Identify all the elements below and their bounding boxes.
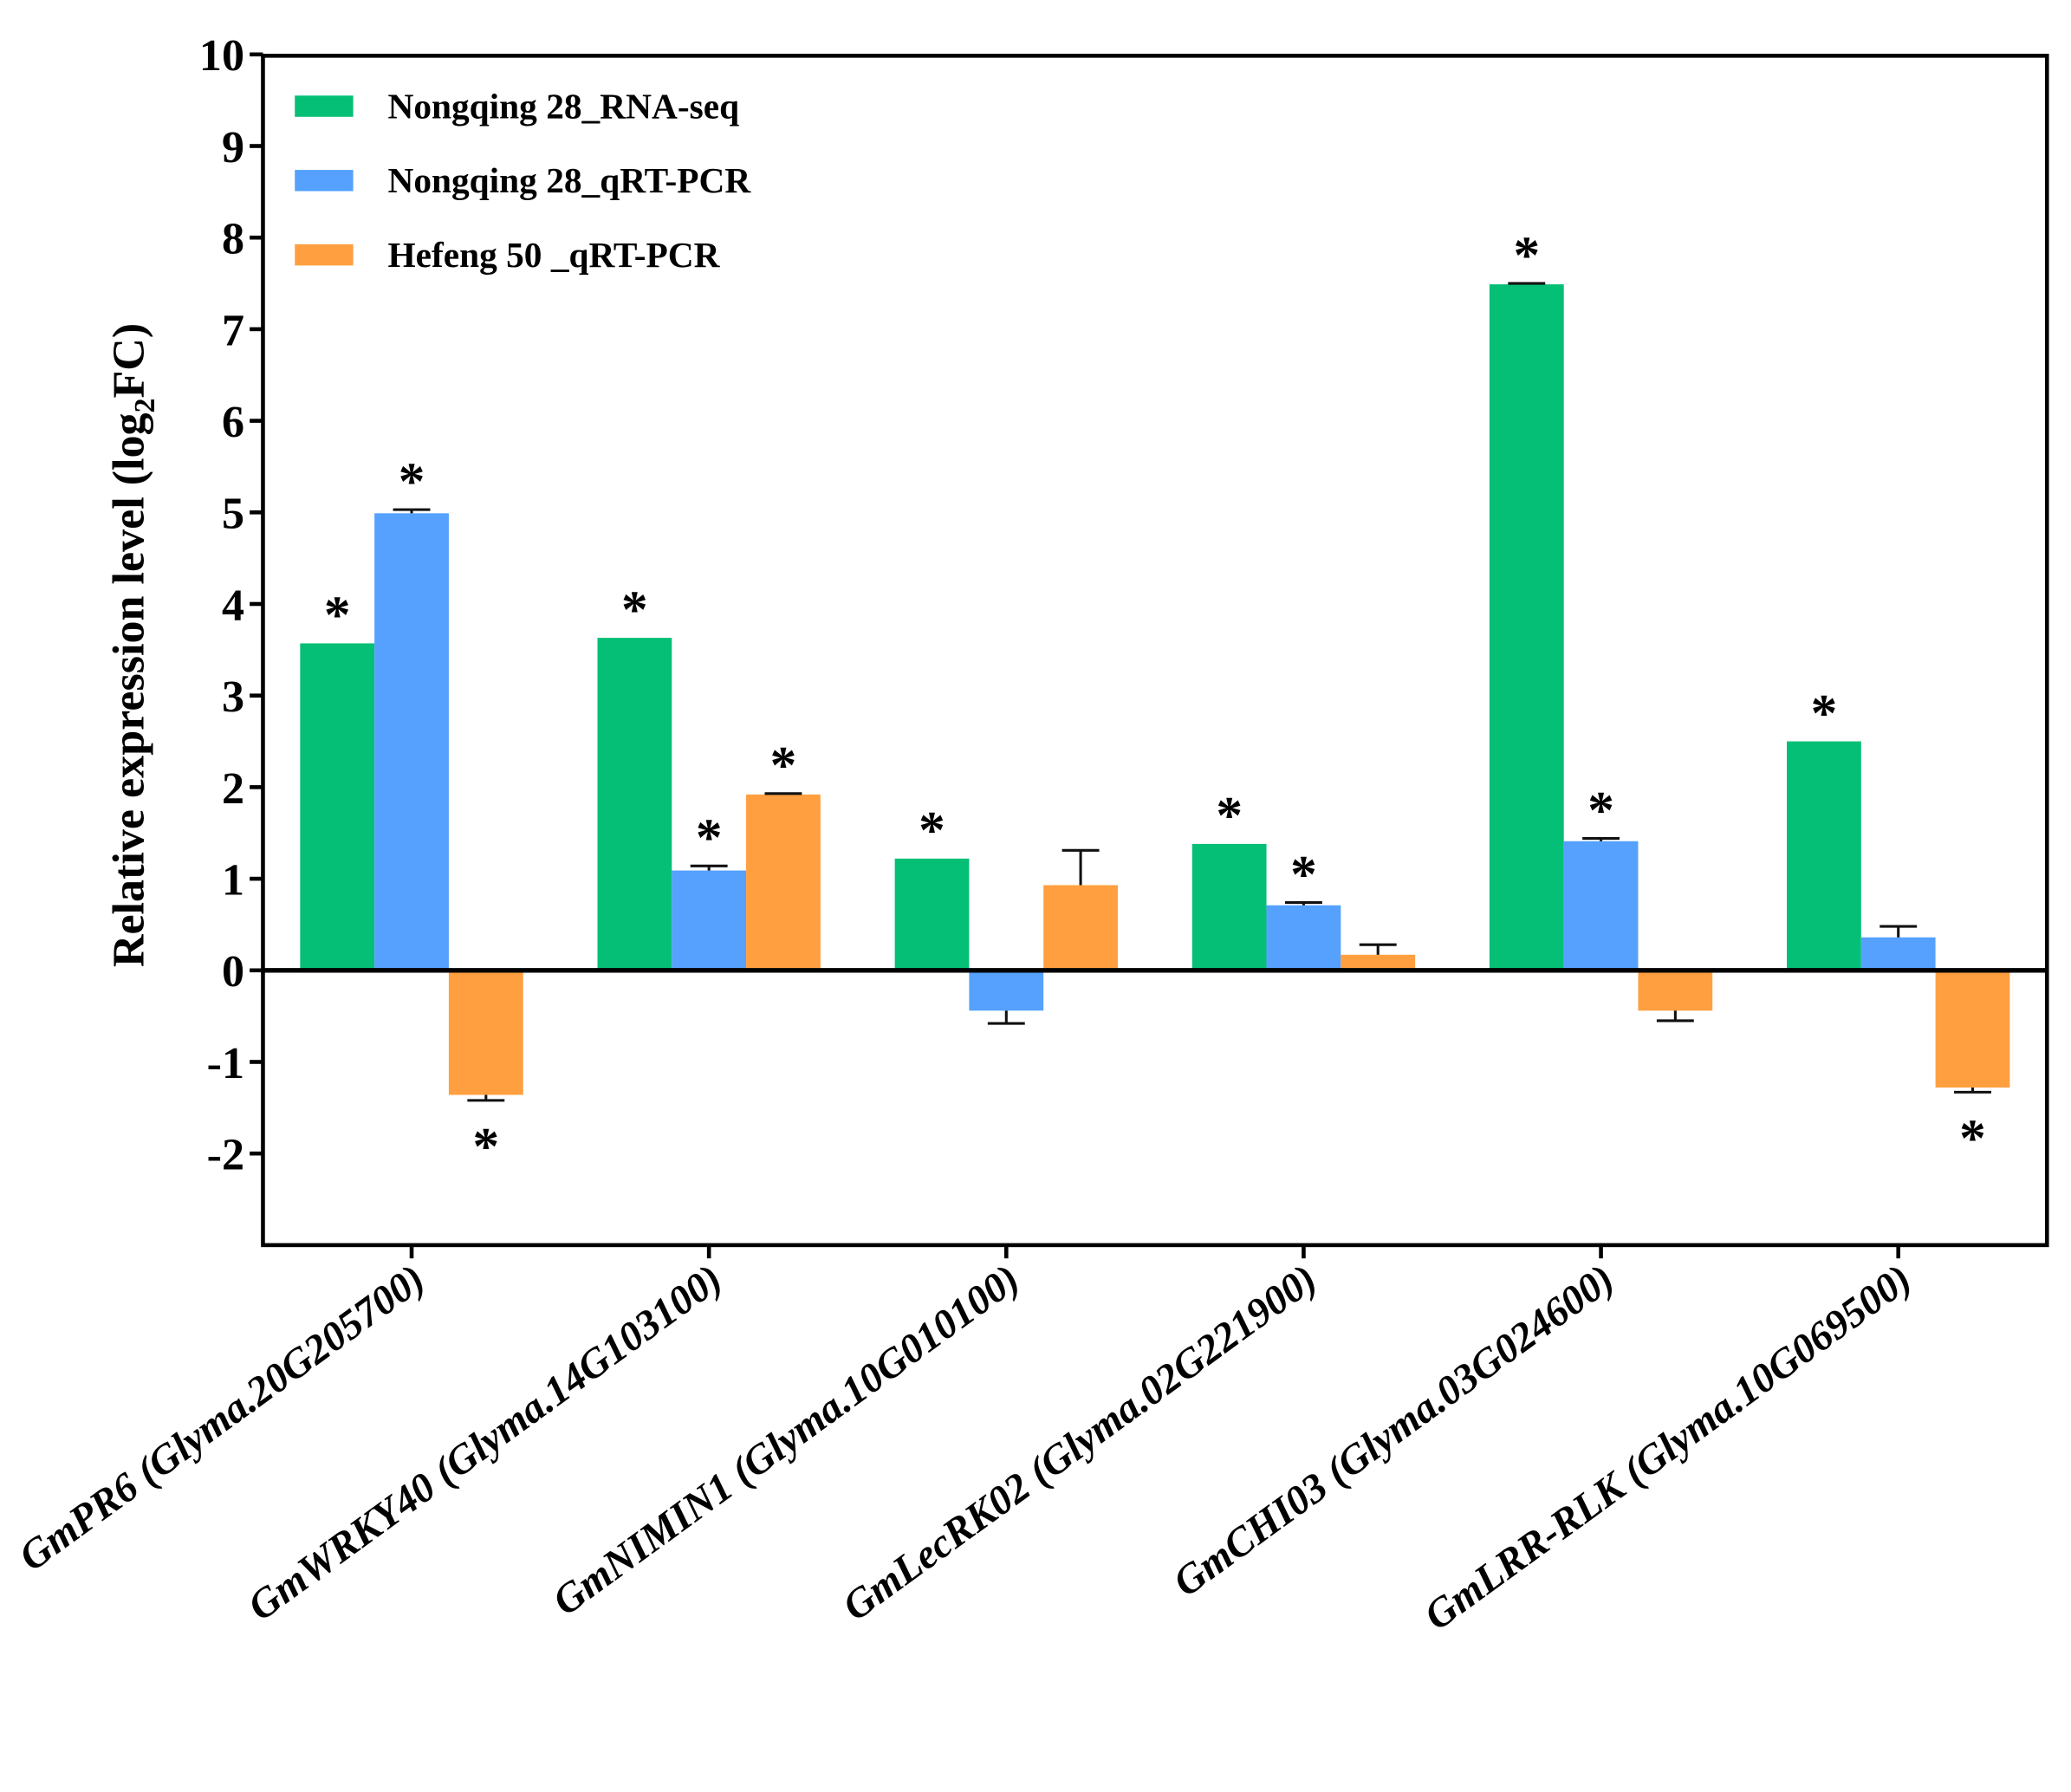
plot-frame <box>261 54 2049 1248</box>
bar <box>597 638 672 971</box>
bar <box>1935 970 2010 1088</box>
legend-label: Hefeng 50 _qRT-PCR <box>387 235 720 275</box>
significance-marker: * <box>1587 781 1614 840</box>
significance-marker: * <box>472 1117 499 1176</box>
bar <box>1563 841 1639 971</box>
y-tick-label: 7 <box>222 306 244 355</box>
bar <box>894 858 970 971</box>
bar <box>1341 954 1416 971</box>
y-tick-label: 4 <box>222 581 244 630</box>
y-axis-label-subscript: 2 <box>129 399 161 413</box>
bar <box>672 870 747 971</box>
bars-layer: * * * * * * * * * * * * * <box>300 226 2010 1176</box>
bar <box>1787 741 1861 971</box>
significance-marker: * <box>324 586 351 645</box>
y-tick-label: -2 <box>207 1131 244 1180</box>
y-tick-label: 0 <box>222 947 244 997</box>
y-axis-label-end: FC) <box>105 323 154 399</box>
significance-marker: * <box>1811 684 1838 743</box>
x-tick-label: GmWRKY40 (Glyma.14G103100) <box>240 1256 730 1630</box>
significance-marker: * <box>919 802 945 860</box>
bar <box>1638 970 1713 1011</box>
bar <box>1043 885 1118 971</box>
significance-marker: * <box>696 808 723 867</box>
y-axis-label-main: Relative expression level (log <box>105 412 154 967</box>
y-tick-label: 5 <box>222 490 244 539</box>
significance-marker: * <box>621 581 648 640</box>
x-tick-label: GmNIMIN1 (Glyma.10G010100) <box>545 1256 1029 1625</box>
legend: Nongqing 28_RNA-seq Nongqing 28_qRT-PCR He… <box>295 86 751 275</box>
x-tick-label: GmLecRK02 (Glyma.02G221900) <box>834 1256 1325 1630</box>
bar <box>969 970 1044 1011</box>
bar <box>1191 843 1267 971</box>
bar <box>300 643 375 971</box>
y-tick-label: 10 <box>199 31 244 81</box>
x-tick-label: GmLRR-RLK (Glyma.10G069500) <box>1417 1256 1920 1639</box>
y-tick-label: 8 <box>222 215 244 264</box>
bar <box>374 513 449 971</box>
significance-marker: * <box>1216 787 1243 846</box>
legend-label: Nongqing 28_qRT-PCR <box>387 160 751 200</box>
bar <box>746 794 821 971</box>
y-tick-label: 9 <box>222 123 244 172</box>
significance-marker: * <box>1290 845 1317 904</box>
significance-marker: * <box>1513 226 1540 285</box>
y-tick-label: 2 <box>222 764 244 814</box>
significance-marker: * <box>770 737 797 795</box>
legend-label: Nongqing 28_RNA-seq <box>387 86 739 126</box>
bar <box>1489 284 1564 971</box>
y-tick-label: -1 <box>207 1039 244 1088</box>
legend-swatch <box>295 95 354 117</box>
y-tick-label: 6 <box>222 398 244 447</box>
bar <box>1266 905 1341 971</box>
bar <box>1860 937 1936 971</box>
y-axis-label: Relative expression level (log2FC) <box>105 323 161 967</box>
y-tick-label: 3 <box>222 672 244 722</box>
significance-marker: * <box>399 452 425 511</box>
legend-swatch <box>295 170 354 192</box>
y-tick-label: 1 <box>222 855 244 905</box>
legend-swatch <box>295 243 354 266</box>
significance-marker: * <box>1959 1109 1986 1168</box>
bar <box>448 970 523 1095</box>
